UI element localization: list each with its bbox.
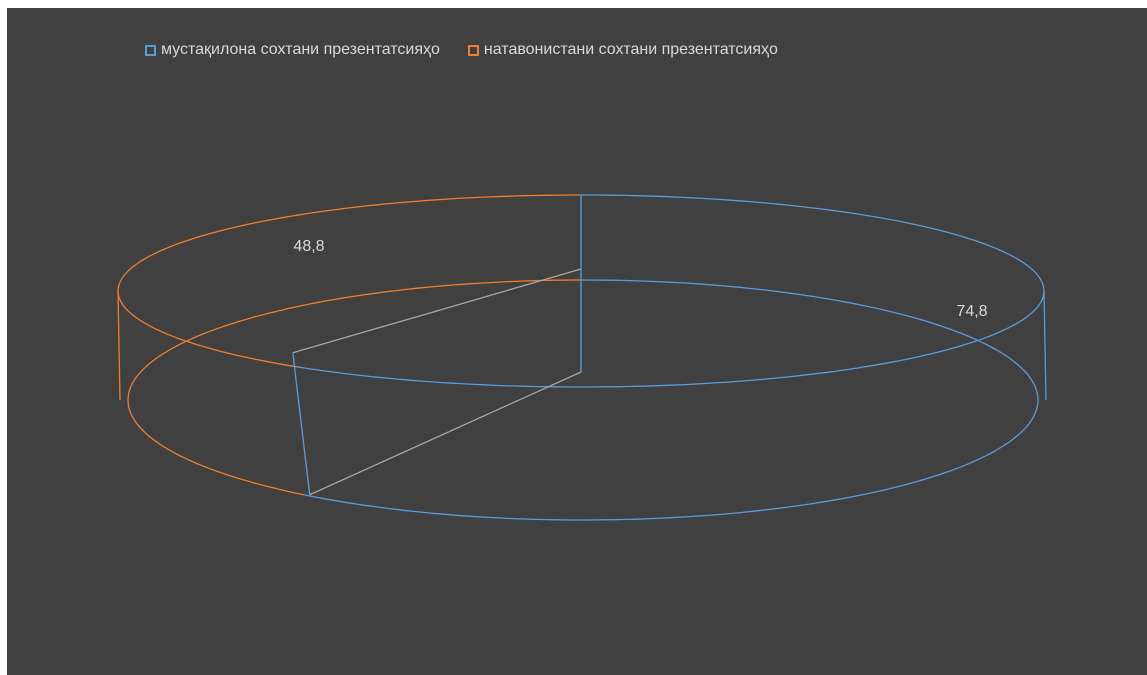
legend-label-independent: мустақилона сохтани презентатсияҳо [161, 41, 440, 58]
chart-legend: мустақилона сохтани презентатсияҳо натав… [145, 40, 778, 60]
pie-seam-split-vertical [292, 352, 311, 495]
legend-item-independent: мустақилона сохтани презентатсияҳо [145, 41, 440, 59]
pie-slice-unable-bottom [127, 279, 583, 496]
pie-side-edge-right [1043, 290, 1047, 401]
pie-slice-independent-top [296, 194, 1045, 388]
pie-side-edge-left [117, 290, 121, 401]
legend-swatch-orange [467, 44, 479, 56]
pie-seam-bottom-split [309, 371, 582, 496]
legend-label-unable: натавонистани сохтани презентатсияҳо [483, 41, 778, 58]
data-label-unable: 48,8 [293, 238, 324, 255]
pie-slice-independent-bottom [303, 279, 1039, 521]
data-label-independent: 74,8 [956, 303, 987, 320]
legend-item-unable: натавонистани сохтани презентатсияҳо [467, 41, 778, 59]
pie-slice-unable-top [117, 194, 581, 368]
pie-seam-top-split [292, 268, 582, 354]
chart-area [7, 8, 1147, 675]
legend-swatch-blue [145, 44, 156, 56]
